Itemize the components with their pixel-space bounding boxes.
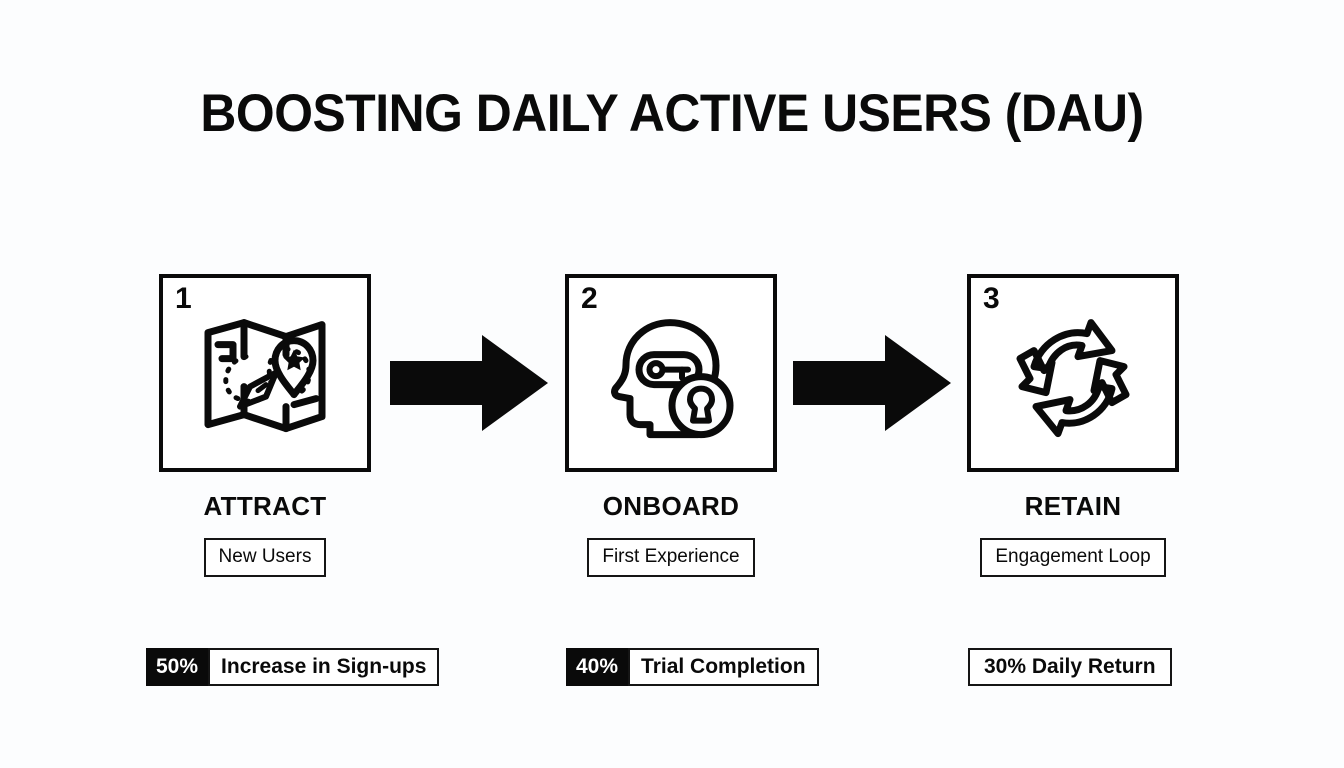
- page-title: BOOSTING DAILY ACTIVE USERS (DAU): [200, 84, 1144, 143]
- arrow-onboard-to-retain: [793, 335, 953, 431]
- chip-first-experience: First Experience: [587, 538, 755, 577]
- stat-badge-daily-return: 30% Daily Return: [968, 648, 1172, 686]
- step-number-1: 1: [175, 282, 192, 315]
- stat-label-3: 30% Daily Return: [968, 648, 1172, 686]
- recycle-loop-arrows-icon: [1008, 311, 1138, 441]
- step-column-retain: 3 RETAIN Engagement Loop: [967, 274, 1179, 577]
- arrow-attract-to-onboard: [390, 335, 550, 431]
- step-column-attract: 1: [159, 274, 371, 577]
- stat-badge-trial-completion: 40% Trial Completion: [566, 648, 819, 686]
- chip-new-users: New Users: [203, 538, 327, 577]
- chip-row-retain: Engagement Loop: [967, 538, 1179, 577]
- stat-label-2: Trial Completion: [628, 648, 819, 686]
- stage-label-retain: RETAIN: [1024, 491, 1122, 521]
- stat-percent-1: 50%: [146, 648, 209, 686]
- stat-percent-2: 40%: [566, 648, 629, 686]
- step-number-3: 3: [983, 282, 1000, 315]
- step-number-2: 2: [581, 282, 598, 315]
- chip-engagement-loop: Engagement Loop: [980, 538, 1166, 577]
- folded-map-icon: [200, 311, 330, 441]
- chip-row-onboard: First Experience: [565, 538, 777, 577]
- step-icon-box-1: 1: [159, 274, 371, 472]
- step-column-onboard: 2 ONBOARD First Experience: [565, 274, 777, 577]
- chip-row-attract: New Users: [159, 538, 371, 577]
- stage-label-onboard: ONBOARD: [602, 491, 740, 521]
- head-key-access-icon: [606, 311, 736, 441]
- step-icon-box-3: 3: [967, 274, 1179, 472]
- stage-label-attract: ATTRACT: [203, 491, 327, 521]
- stat-label-1: Increase in Sign-ups: [208, 648, 440, 686]
- stat-badge-signups: 50% Increase in Sign-ups: [146, 648, 440, 686]
- step-icon-box-2: 2: [565, 274, 777, 472]
